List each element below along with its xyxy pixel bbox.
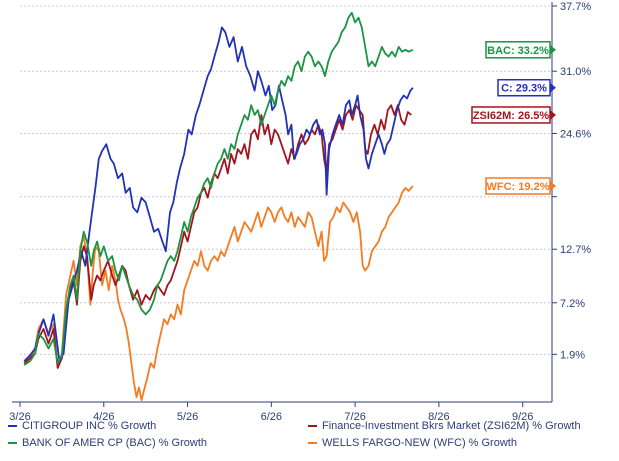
end-labels: C: 29.3% ZSI62M: 26.5% BAC: 33.2% WFC: 19.2… <box>471 41 556 195</box>
series-line-2 <box>23 11 414 366</box>
series-line-0 <box>23 26 414 362</box>
legend-item-c: CITIGROUP INC % Growth <box>8 420 156 432</box>
legend-swatch-c <box>8 425 17 427</box>
series-line-3 <box>23 185 414 401</box>
legend-label-wfc: WELLS FARGO-NEW (WFC) % Growth <box>322 437 517 449</box>
grid-lines <box>20 5 552 355</box>
end-label-text-3: WFC: 19.2% <box>487 181 550 193</box>
end-label-pointer-0 <box>550 82 556 93</box>
x-tick-label-0: 3/26 <box>9 411 30 423</box>
legend-item-wfc: WELLS FARGO-NEW (WFC) % Growth <box>308 437 517 449</box>
x-tick-label-3: 6/26 <box>261 411 282 423</box>
legend-swatch-zsi62m <box>308 425 317 427</box>
y-tick-label-2: 12.7% <box>560 244 591 256</box>
y-tick-label-6: 37.7% <box>560 1 591 13</box>
end-label-0: C: 29.3% <box>497 78 556 97</box>
end-label-1: ZSI62M: 26.5% <box>471 106 556 124</box>
y-tick-label-0: 1.9% <box>560 349 585 361</box>
legend-item-bac: BANK OF AMER CP (BAC) % Growth <box>8 437 207 449</box>
end-label-pointer-2 <box>550 44 556 55</box>
legend-label-zsi62m: Finance-Investment Bkrs Market (ZSI62M) … <box>322 420 581 432</box>
legend-swatch-wfc <box>308 442 317 444</box>
series-lines <box>23 11 414 401</box>
y-tick-label-1: 7.2% <box>560 298 585 310</box>
end-label-2: BAC: 33.2% <box>485 41 556 59</box>
x-tick-label-4: 7/26 <box>344 411 365 423</box>
legend-item-zsi62m: Finance-Investment Bkrs Market (ZSI62M) … <box>308 420 581 432</box>
end-label-3: WFC: 19.2% <box>485 177 556 195</box>
end-label-text-1: ZSI62M: 26.5% <box>473 110 550 122</box>
y-tick-label-5: 31.0% <box>560 66 591 78</box>
legend-label-c: CITIGROUP INC % Growth <box>22 420 157 432</box>
x-tick-label-1: 4/26 <box>93 411 114 423</box>
end-label-text-0: C: 29.3% <box>501 83 547 95</box>
legend-swatch-bac <box>8 442 17 444</box>
x-tick-label-5: 8/26 <box>428 411 449 423</box>
x-tick-label-6: 9/26 <box>512 411 533 423</box>
end-label-pointer-3 <box>550 181 556 191</box>
x-tick-label-2: 5/26 <box>177 411 198 423</box>
axes: 1.9% 7.2% 12.7% 24.6% 31.0% 37.7% 3/26 4/26 5/26… <box>9 1 591 423</box>
end-label-pointer-1 <box>550 109 556 120</box>
end-label-text-2: BAC: 33.2% <box>487 45 549 57</box>
y-tick-label-4: 24.6% <box>560 128 591 140</box>
legend-label-bac: BANK OF AMER CP (BAC) % Growth <box>22 437 208 449</box>
